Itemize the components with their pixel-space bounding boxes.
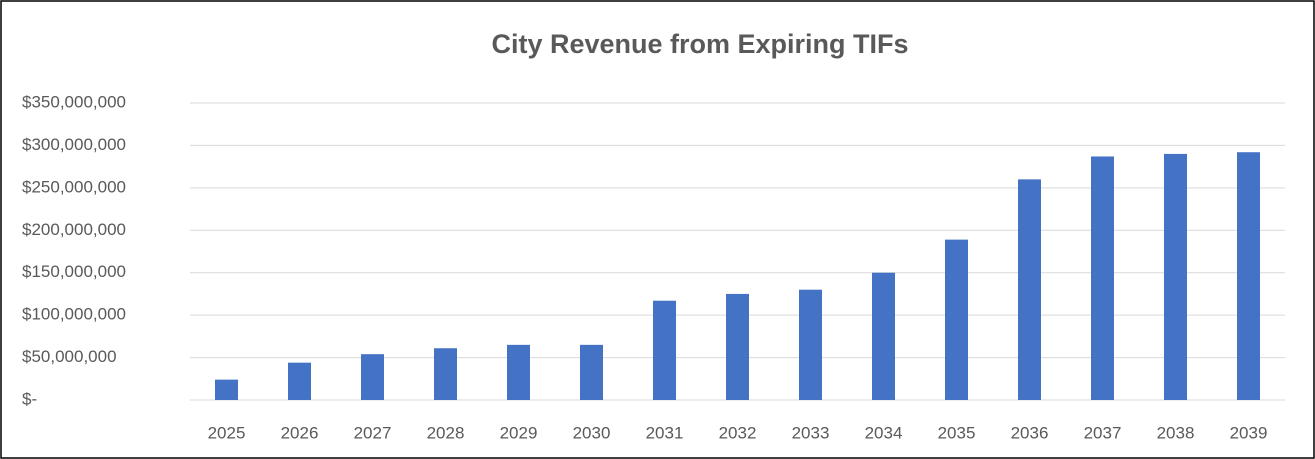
x-tick-label: 2035	[938, 423, 976, 442]
x-tick-label: 2027	[354, 423, 392, 442]
x-tick-label: 2033	[792, 423, 830, 442]
x-tick-label: 2025	[208, 423, 246, 442]
x-tick-label: 2039	[1230, 423, 1268, 442]
x-tick-label: 2038	[1157, 423, 1195, 442]
x-tick-label: 2029	[500, 423, 538, 442]
y-tick-label: $350,000,000	[22, 92, 126, 111]
bar	[215, 379, 238, 400]
x-tick-label: 2034	[865, 423, 903, 442]
y-tick-label: $100,000,000	[22, 305, 126, 324]
chart-title: City Revenue from Expiring TIFs	[491, 29, 908, 59]
bar	[726, 293, 749, 400]
x-tick-label: 2037	[1084, 423, 1122, 442]
x-tick-label: 2031	[646, 423, 684, 442]
bar	[872, 272, 895, 400]
y-tick-label: $250,000,000	[22, 177, 126, 196]
bar	[434, 348, 457, 400]
x-tick-label: 2028	[427, 423, 465, 442]
bar	[1018, 179, 1041, 400]
y-tick-label: $150,000,000	[22, 262, 126, 281]
y-tick-label: $50,000,000	[22, 347, 117, 366]
bar	[1237, 152, 1260, 400]
y-tick-label: $-	[22, 389, 37, 408]
bar	[507, 344, 530, 400]
y-tick-label: $200,000,000	[22, 220, 126, 239]
bar	[653, 300, 676, 400]
x-tick-label: 2036	[1011, 423, 1049, 442]
x-tick-label: 2026	[281, 423, 319, 442]
x-tick-label: 2030	[573, 423, 611, 442]
bar	[361, 354, 384, 400]
bar	[580, 344, 603, 400]
bar	[288, 362, 311, 400]
bar	[799, 289, 822, 400]
bar	[945, 239, 968, 400]
bar	[1164, 153, 1187, 400]
y-tick-label: $300,000,000	[22, 135, 126, 154]
bar	[1091, 156, 1114, 400]
x-tick-label: 2032	[719, 423, 757, 442]
